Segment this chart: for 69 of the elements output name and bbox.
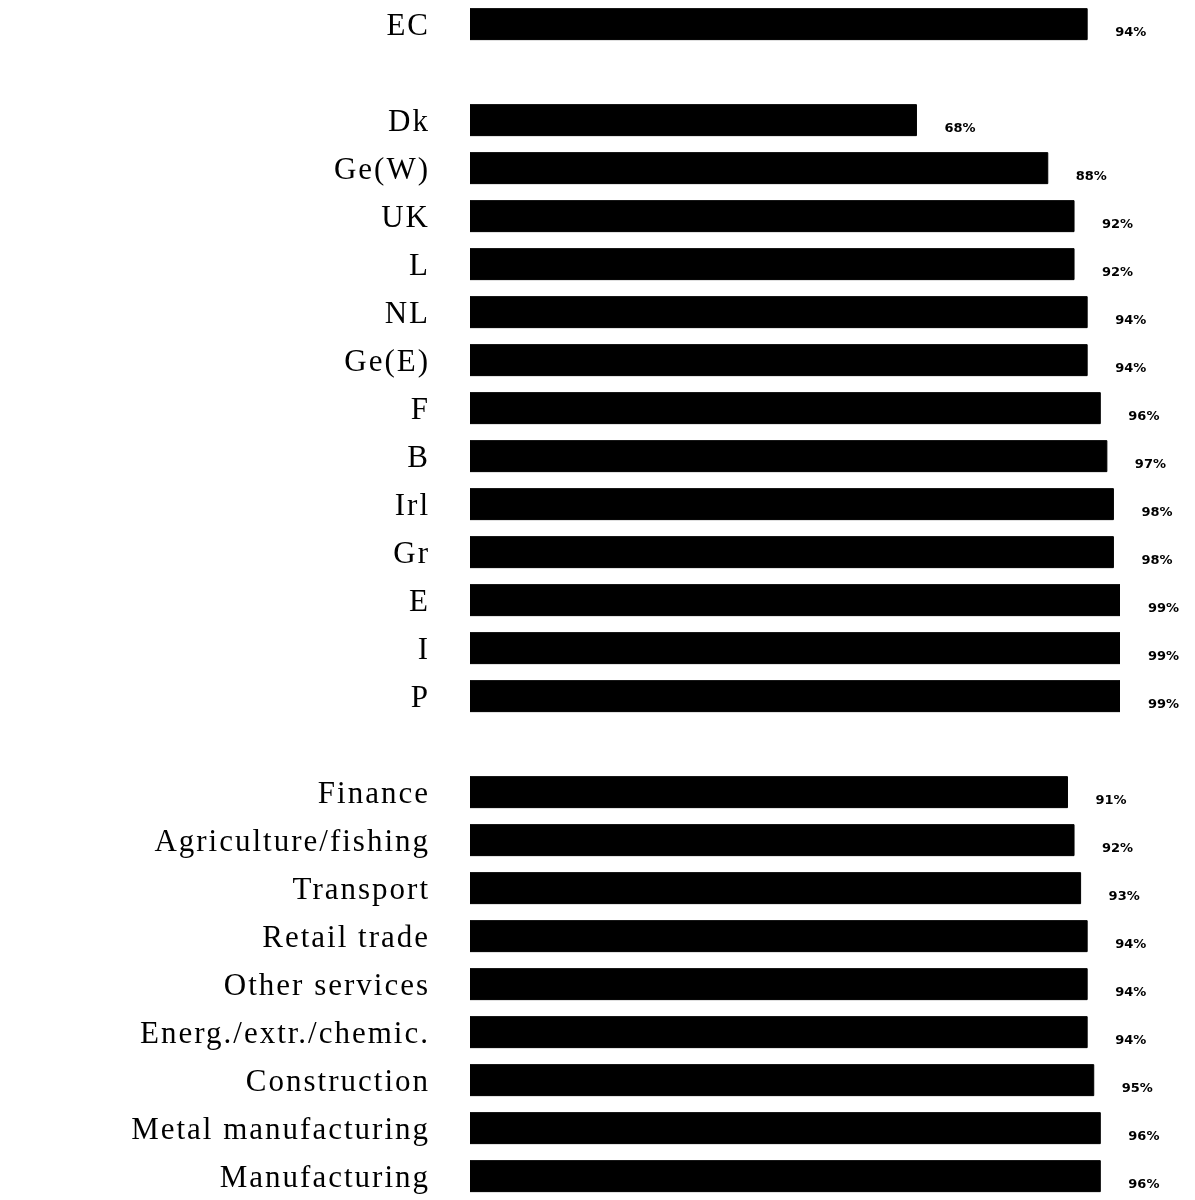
data-label: 96% xyxy=(1128,408,1160,424)
y-tick-label: I xyxy=(417,631,430,667)
data-label: 96% xyxy=(1128,1128,1160,1144)
bar xyxy=(470,1064,1095,1097)
y-tick-label: Transport xyxy=(292,871,430,907)
data-label: 99% xyxy=(1148,696,1180,712)
data-label: 97% xyxy=(1134,456,1166,472)
y-tick-label: Metal manufacturing xyxy=(131,1111,430,1147)
data-label: 99% xyxy=(1148,648,1180,664)
data-label: 99% xyxy=(1148,600,1180,616)
data-label: 98% xyxy=(1141,504,1173,520)
data-label: 98% xyxy=(1141,552,1173,568)
y-tick-label: Ge(W) xyxy=(333,151,430,187)
bar xyxy=(470,920,1088,953)
bar xyxy=(470,344,1088,377)
y-tick-label: E xyxy=(409,583,430,619)
y-tick-label: Energ./extr./chemic. xyxy=(140,1015,430,1051)
bar xyxy=(470,248,1075,281)
bar xyxy=(470,8,1088,41)
y-tick-label: B xyxy=(407,439,430,475)
bar xyxy=(470,968,1088,1001)
data-label: 94% xyxy=(1115,24,1147,40)
data-label: 96% xyxy=(1128,1176,1160,1192)
data-label: 92% xyxy=(1102,264,1134,280)
y-tick-label: F xyxy=(410,391,430,427)
bar xyxy=(470,200,1075,233)
y-tick-label: Dk xyxy=(388,103,430,139)
y-tick-label: Ge(E) xyxy=(344,343,430,379)
bar xyxy=(470,584,1120,617)
bar xyxy=(470,632,1120,665)
bar xyxy=(470,104,917,137)
y-tick-label: Other services xyxy=(223,967,430,1003)
bar xyxy=(470,1160,1101,1193)
y-tick-label: P xyxy=(410,679,430,715)
data-label: 94% xyxy=(1115,312,1147,328)
data-label: 94% xyxy=(1115,984,1147,1000)
y-tick-label: UK xyxy=(381,199,430,235)
bar xyxy=(470,776,1068,809)
y-tick-label: Construction xyxy=(245,1063,430,1099)
y-tick-label: Manufacturing xyxy=(219,1159,430,1195)
bar xyxy=(470,1112,1101,1145)
y-tick-label: Retail trade xyxy=(262,919,430,955)
bar xyxy=(470,824,1075,857)
y-tick-label: EC xyxy=(386,7,430,43)
data-label: 94% xyxy=(1115,1032,1147,1048)
y-tick-label: Gr xyxy=(393,535,430,571)
data-label: 95% xyxy=(1121,1080,1153,1096)
bar xyxy=(470,536,1114,569)
y-tick-label: Agriculture/fishing xyxy=(154,823,430,859)
data-label: 94% xyxy=(1115,936,1147,952)
data-label: 94% xyxy=(1115,360,1147,376)
data-label: 92% xyxy=(1102,216,1134,232)
data-label: 88% xyxy=(1075,168,1107,184)
bar xyxy=(470,1016,1088,1049)
data-label: 93% xyxy=(1108,888,1140,904)
bar xyxy=(470,296,1088,329)
bar xyxy=(470,488,1114,521)
data-label: 91% xyxy=(1095,792,1127,808)
y-tick-label: NL xyxy=(384,295,430,331)
bar xyxy=(470,392,1101,425)
y-tick-label: Irl xyxy=(394,487,430,523)
bar xyxy=(470,440,1108,473)
data-label: 92% xyxy=(1102,840,1134,856)
y-tick-label: Finance xyxy=(317,775,430,811)
bar xyxy=(470,152,1049,185)
data-label: 68% xyxy=(944,120,976,136)
bar xyxy=(470,872,1082,905)
bar xyxy=(470,680,1120,713)
y-tick-label: L xyxy=(409,247,430,283)
